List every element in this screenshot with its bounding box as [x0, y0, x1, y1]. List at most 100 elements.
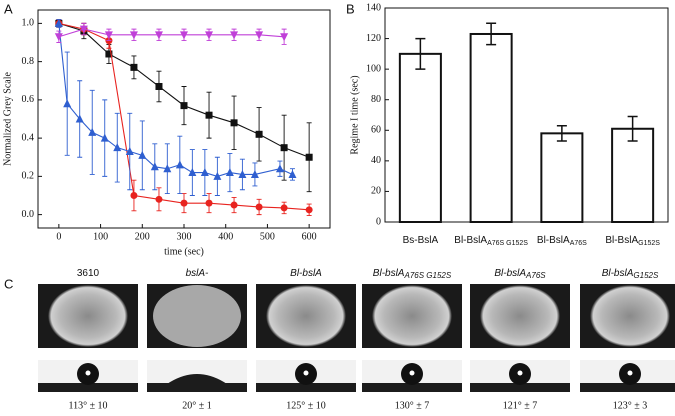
sample-name: Bl-bslA: [290, 268, 322, 279]
marker: [130, 191, 138, 199]
marker: [88, 127, 97, 136]
y-tick-label: 0.8: [22, 56, 35, 67]
marker: [225, 168, 234, 177]
sample-subscript: A76S: [525, 271, 546, 280]
droplet-highlight: [627, 370, 633, 376]
marker: [188, 168, 197, 177]
marker: [155, 82, 163, 90]
x-tick-label: 400: [218, 231, 233, 242]
marker: [280, 204, 288, 212]
y-tick-label: 140: [366, 2, 381, 13]
y-axis-label: Normalized Grey Scale: [2, 72, 13, 166]
droplet-highlight: [517, 370, 523, 376]
category-name: Bl-BslA: [454, 235, 487, 246]
category-name: Bl-BslA: [605, 235, 638, 246]
sample-subscript: G152S: [633, 271, 659, 280]
error-bar: [627, 115, 638, 142]
colony: [153, 285, 241, 347]
plot-frame: [384, 7, 669, 223]
marker: [104, 31, 113, 40]
marker: [255, 31, 264, 40]
series-line: [58, 28, 285, 38]
marker: [63, 99, 72, 108]
colony: [48, 285, 128, 347]
y-tick-label: 40: [371, 155, 381, 166]
category-subscript: G152S: [638, 240, 660, 247]
marker: [280, 33, 289, 42]
marker: [205, 31, 214, 40]
sample-label: bslA-: [186, 268, 209, 279]
marker: [305, 206, 313, 214]
marker: [288, 169, 297, 178]
droplet-highlight: [409, 370, 415, 376]
category-subscript: A76S G152S: [487, 240, 528, 247]
category-subscript: A76S: [570, 240, 587, 247]
marker: [105, 50, 113, 58]
marker: [305, 153, 313, 161]
marker: [154, 31, 163, 40]
substrate: [362, 383, 462, 392]
y-tick-label: 1.0: [22, 18, 35, 29]
y-tick-label: 0.2: [22, 171, 35, 182]
y-tick-label: 80: [371, 94, 381, 105]
y-tick-label: 20: [371, 186, 381, 197]
marker: [250, 169, 259, 178]
sample-name: Bl-bslAG152S: [602, 268, 659, 280]
marker: [230, 119, 238, 127]
marker: [54, 33, 63, 42]
x-tick-label: Bl-BslAA76S: [537, 235, 587, 247]
y-tick-label: 0.0: [22, 209, 35, 220]
sample-subscript: A76S G152S: [403, 271, 451, 280]
category-name: Bs-BslA: [403, 235, 439, 246]
x-tick-label: 200: [135, 231, 150, 242]
colony: [266, 285, 346, 347]
marker: [138, 150, 147, 159]
marker: [200, 168, 209, 177]
marker: [230, 201, 238, 209]
x-tick-label: 300: [177, 231, 192, 242]
x-tick-label: Bl-BslAA76S G152S: [454, 235, 528, 247]
bar: [469, 32, 513, 223]
colony: [590, 285, 670, 347]
marker: [205, 199, 213, 207]
y-tick-label: 0.4: [22, 132, 35, 143]
colony: [372, 285, 452, 347]
marker: [100, 133, 109, 142]
droplet-highlight: [303, 370, 309, 376]
x-tick-label: 500: [260, 231, 275, 242]
marker: [213, 171, 222, 180]
sample-name: Bl-bslAA76S: [494, 268, 546, 280]
marker: [280, 144, 288, 152]
marker: [180, 199, 188, 207]
x-tick-label: Bl-BslAG152S: [605, 235, 660, 247]
bar: [540, 132, 584, 223]
y-axis-label: Regime I time (sec): [349, 75, 360, 154]
x-tick-label: 0: [56, 231, 61, 242]
sample-name: bslA-: [186, 268, 209, 279]
x-axis-label: time (sec): [164, 246, 204, 257]
sample-label: 3610: [77, 268, 100, 279]
marker: [163, 164, 172, 173]
error-bar: [556, 124, 567, 142]
contact-angle: 130° ± 7: [395, 400, 430, 411]
error-bar: [486, 22, 497, 46]
substrate: [580, 383, 675, 392]
y-tick-label: 100: [366, 63, 381, 74]
sample-label: Bl-bslA: [602, 268, 634, 279]
marker: [238, 169, 247, 178]
substrate: [470, 383, 570, 392]
panel-label: C: [4, 276, 13, 291]
droplet-highlight: [85, 370, 91, 376]
marker: [205, 111, 213, 119]
marker: [255, 130, 263, 138]
colony: [480, 285, 560, 347]
y-tick-label: 60: [371, 125, 381, 136]
marker: [130, 63, 138, 71]
marker: [155, 195, 163, 203]
marker: [125, 147, 134, 156]
marker: [79, 25, 88, 34]
sample-label: Bl-bslA: [373, 268, 405, 279]
y-tick-label: 0: [376, 216, 381, 227]
sample-label: Bl-bslA: [290, 268, 322, 279]
